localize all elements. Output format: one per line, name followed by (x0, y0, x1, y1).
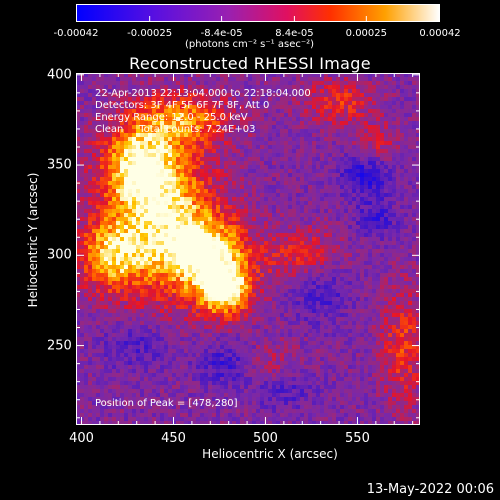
colorbar-tick-label: 8.4e-05 (275, 28, 314, 39)
y-tick-label: 250 (47, 338, 72, 354)
x-axis-label: Heliocentric X (arcsec) (202, 447, 338, 461)
colorbar-tick-label: -0.00042 (53, 28, 99, 39)
x-tick-label: 400 (69, 431, 94, 446)
axis-ticks (76, 73, 420, 425)
footer-date: 13-May-2022 00:06 (366, 482, 494, 497)
colorbar-ticks (76, 16, 440, 22)
heatmap-plot (76, 73, 420, 425)
energy-range-label: Energy Range: 12.0 - 25.0 keV (95, 112, 248, 123)
plot-frame (76, 73, 420, 425)
peak-position-label: Position of Peak = [478,280] (95, 398, 238, 409)
y-tick-label: 300 (47, 247, 72, 263)
counts-label: Clean Total counts: 7.24E+03 (95, 124, 256, 135)
colorbar-tick-label: -0.00025 (127, 28, 173, 39)
x-tick-label: 500 (253, 431, 278, 446)
colorbar-tick-label: 0.00025 (345, 28, 388, 39)
colorbar-tick-label: 0.00042 (419, 28, 461, 39)
y-axis-label: Heliocentric Y (arcsec) (26, 172, 40, 308)
time-range-label: 22-Apr-2013 22:13:04.000 to 22:18:04.000 (95, 88, 311, 99)
detectors-label: Detectors: 3F 4F 5F 6F 7F 8F, Att 0 (95, 100, 270, 111)
y-tick-label: 400 (47, 67, 72, 83)
heatmap-cells (76, 73, 420, 425)
y-tick-label: 350 (47, 157, 72, 173)
colorbar (76, 4, 440, 22)
chart-title: Reconstructed RHESSI Image (129, 54, 371, 73)
colorbar-unit: (photons cm⁻² s⁻¹ asec⁻²) (185, 39, 315, 50)
x-tick-label: 450 (161, 431, 186, 446)
x-tick-label: 550 (345, 431, 370, 446)
colorbar-tick-label: -8.4e-05 (200, 28, 243, 39)
